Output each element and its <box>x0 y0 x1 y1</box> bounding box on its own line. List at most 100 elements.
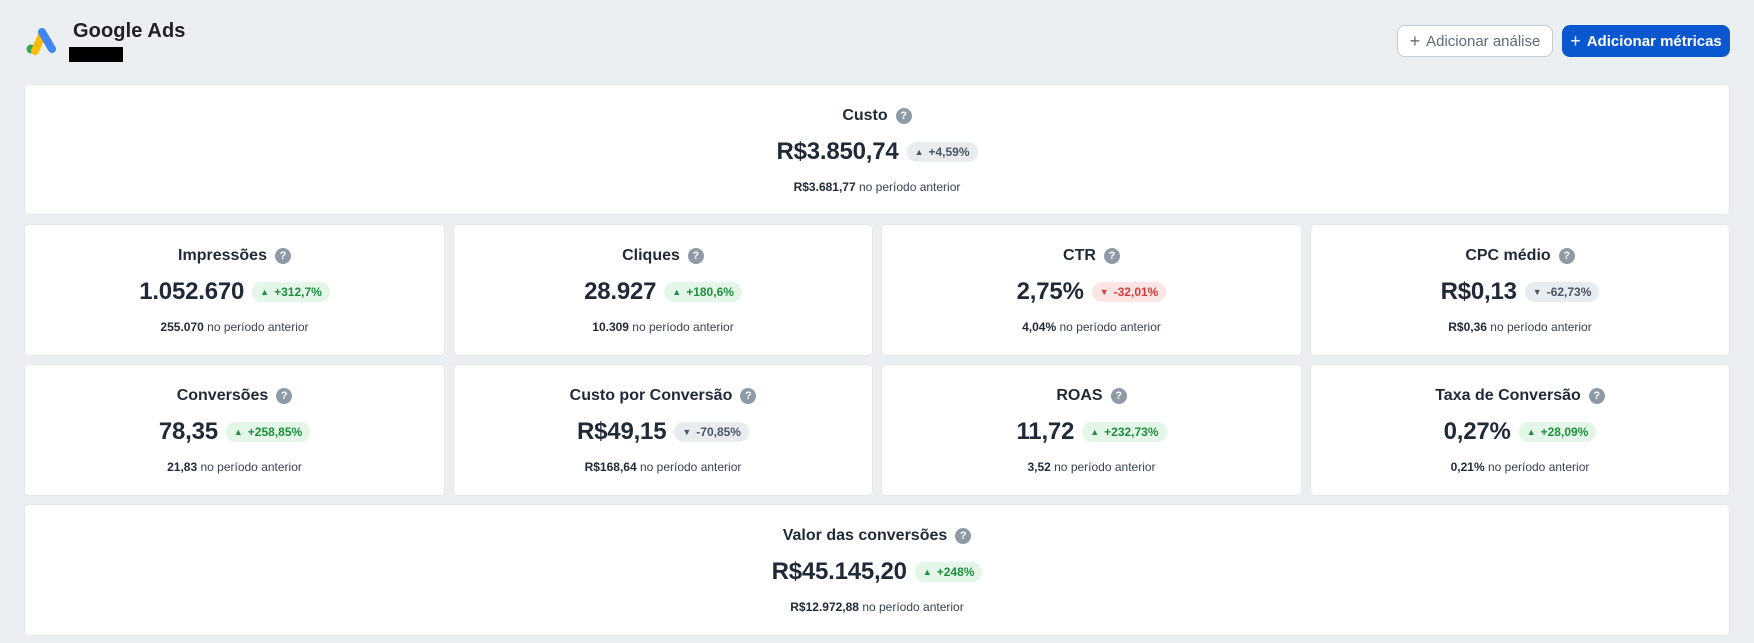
metric-title: CTR <box>1063 247 1096 264</box>
previous-value: 4,04% <box>1022 320 1057 334</box>
metric-title-row: CPC médio? <box>1311 247 1729 265</box>
help-icon[interactable]: ? <box>1588 388 1605 404</box>
help-icon[interactable]: ? <box>276 388 293 404</box>
previous-period: 10.309 no período anterior <box>454 320 872 334</box>
help-icon[interactable]: ? <box>274 248 291 264</box>
previous-value: R$0,36 <box>1448 320 1487 334</box>
plus-icon: + <box>1570 31 1581 51</box>
metric-title: Custo <box>842 107 888 124</box>
metric-value-row: R$49,15 ▼ -70,85% <box>454 418 872 446</box>
change-badge: ▲ +28,09% <box>1518 422 1597 442</box>
help-icon[interactable]: ? <box>1103 248 1120 264</box>
help-icon[interactable]: ? <box>1558 248 1575 264</box>
previous-period: 0,21% no período anterior <box>1311 460 1729 474</box>
change-value: -32,01% <box>1113 285 1159 299</box>
help-icon[interactable]: ? <box>955 528 972 544</box>
help-icon[interactable]: ? <box>895 108 912 124</box>
previous-suffix: no período anterior <box>636 460 742 474</box>
previous-suffix: no período anterior <box>1484 460 1590 474</box>
change-value: +4,59% <box>928 145 970 159</box>
metric-title: Conversões <box>176 387 269 404</box>
change-badge: ▼ -70,85% <box>674 422 749 442</box>
metric-value: 2,75% <box>1016 278 1084 305</box>
metric-title-row: Conversões? <box>25 387 444 405</box>
change-value: +180,6% <box>686 285 734 299</box>
app-title: Google Ads <box>73 20 186 42</box>
metric-title: Custo por Conversão <box>569 387 733 404</box>
metric-value: 0,27% <box>1443 418 1511 445</box>
change-value: -62,73% <box>1546 285 1592 299</box>
metric-title: CPC médio <box>1465 247 1551 264</box>
metric-card-valor-conversoes: Valor das conversões? R$45.145,20 ▲ +248% R$… <box>25 505 1729 635</box>
metric-value-row: 0,27% ▲ +28,09% <box>1311 418 1729 446</box>
change-badge: ▼ -62,73% <box>1524 282 1600 302</box>
add-metrics-button[interactable]: + Adicionar métricas <box>1562 25 1730 57</box>
triangle-up-icon: ▲ <box>260 286 270 297</box>
triangle-up-icon: ▲ <box>1090 426 1100 437</box>
help-icon[interactable]: ? <box>1110 388 1127 404</box>
change-badge: ▲ +258,85% <box>225 422 311 442</box>
google-ads-logo <box>26 28 56 55</box>
previous-value: 21,83 <box>167 460 198 474</box>
metric-title: Taxa de Conversão <box>1435 387 1581 404</box>
change-value: +28,09% <box>1540 425 1589 439</box>
metric-value: 1.052.670 <box>139 278 245 305</box>
add-analysis-label: Adicionar análise <box>1426 32 1541 50</box>
plus-icon: + <box>1409 31 1421 51</box>
add-metrics-label: Adicionar métricas <box>1586 32 1722 50</box>
metric-card-impressoes: Impressões? 1.052.670 ▲ +312,7% 255.070 no p… <box>25 225 444 355</box>
previous-value: 0,21% <box>1450 460 1485 474</box>
metric-title: Valor das conversões <box>782 527 948 544</box>
previous-value: R$3.681,77 <box>793 180 856 194</box>
previous-suffix: no período anterior <box>1486 320 1592 334</box>
metric-value-row: R$3.850,74 ▲ +4,59% <box>25 138 1729 166</box>
change-value: +258,85% <box>247 425 303 439</box>
change-badge: ▲ +312,7% <box>252 282 330 302</box>
previous-value: 255.070 <box>160 320 204 334</box>
metric-value-row: R$45.145,20 ▲ +248% <box>25 558 1729 586</box>
metric-card-roas: ROAS? 11,72 ▲ +232,73% 3,52 no período anter… <box>882 365 1301 495</box>
previous-suffix: no período anterior <box>1050 460 1156 474</box>
change-value: +248% <box>936 565 975 579</box>
previous-period: R$0,36 no período anterior <box>1311 320 1729 334</box>
metric-card-ctr: CTR? 2,75% ▼ -32,01% 4,04% no período anteri… <box>882 225 1301 355</box>
previous-suffix: no período anterior <box>628 320 734 334</box>
metric-value-row: 78,35 ▲ +258,85% <box>25 418 444 446</box>
metric-value: 11,72 <box>1016 418 1075 445</box>
previous-value: 3,52 <box>1027 460 1051 474</box>
previous-period: 255.070 no período anterior <box>25 320 444 334</box>
previous-period: 3,52 no período anterior <box>882 460 1301 474</box>
help-icon[interactable]: ? <box>740 388 757 404</box>
previous-value: R$168,64 <box>584 460 637 474</box>
metric-value: R$3.850,74 <box>776 138 899 165</box>
metric-title-row: Custo por Conversão? <box>454 387 872 405</box>
change-value: -70,85% <box>696 425 741 439</box>
metric-title-row: CTR? <box>882 247 1301 265</box>
add-analysis-button[interactable]: + Adicionar análise <box>1397 25 1553 57</box>
previous-period: R$168,64 no período anterior <box>454 460 872 474</box>
previous-suffix: no período anterior <box>1056 320 1161 334</box>
metric-value: 78,35 <box>158 418 218 445</box>
metric-title-row: Taxa de Conversão? <box>1311 387 1729 405</box>
metric-card-cliques: Cliques? 28.927 ▲ +180,6% 10.309 no período … <box>454 225 872 355</box>
help-icon[interactable]: ? <box>687 248 704 264</box>
change-badge: ▲ +4,59% <box>906 142 978 162</box>
metric-title-row: Cliques? <box>454 247 872 265</box>
triangle-up-icon: ▲ <box>672 286 682 297</box>
header: Google Ads + Adicionar análise + Adicion… <box>0 0 1754 76</box>
metric-value-row: 2,75% ▼ -32,01% <box>882 278 1301 306</box>
change-badge: ▲ +248% <box>914 562 983 582</box>
metric-title-row: Valor das conversões? <box>25 527 1729 545</box>
metric-title-row: Impressões? <box>25 247 444 265</box>
previous-suffix: no período anterior <box>197 460 302 474</box>
metric-value-row: 28.927 ▲ +180,6% <box>454 278 872 306</box>
metric-value-row: R$0,13 ▼ -62,73% <box>1311 278 1729 306</box>
previous-value: R$12.972,88 <box>790 600 859 614</box>
change-value: +232,73% <box>1104 425 1159 439</box>
previous-period: 4,04% no período anterior <box>882 320 1301 334</box>
previous-period: R$3.681,77 no período anterior <box>25 180 1729 194</box>
triangle-down-icon: ▼ <box>1099 286 1109 297</box>
triangle-up-icon: ▲ <box>233 426 243 437</box>
triangle-down-icon: ▼ <box>1532 286 1542 297</box>
metric-card-cpc: CPC médio? R$0,13 ▼ -62,73% R$0,36 no períod… <box>1311 225 1729 355</box>
